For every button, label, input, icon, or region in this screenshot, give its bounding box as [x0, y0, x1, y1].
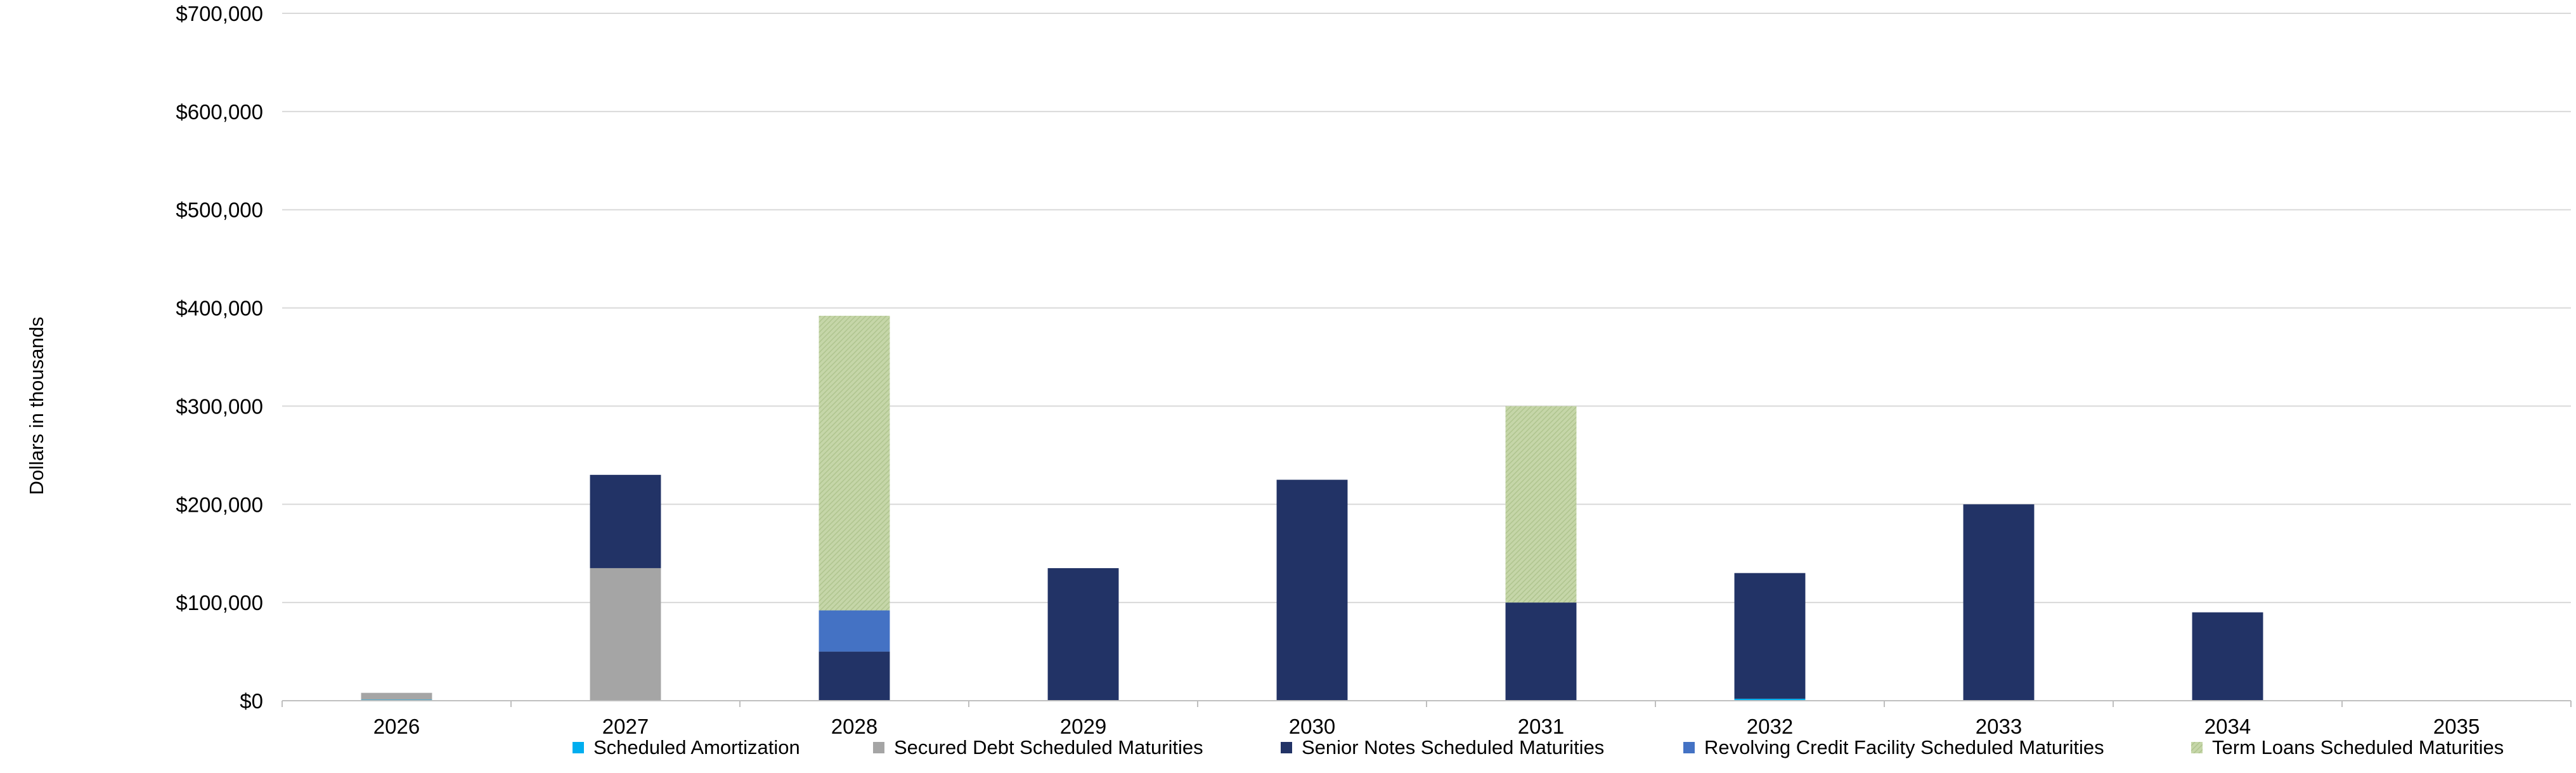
x-tick-label: 2031	[1518, 715, 1564, 738]
bar-segment	[1734, 698, 1806, 701]
y-tick-label: $700,000	[176, 2, 263, 25]
bar-segment	[1505, 602, 1577, 701]
x-tick-label: 2028	[831, 715, 877, 738]
x-axis-tick-labels: 2026 2027 2028 2029 2030 2031 2032 2033 2034 2035	[373, 715, 2480, 738]
y-tick-label: $400,000	[176, 297, 263, 320]
bar-segment	[819, 651, 890, 701]
legend-swatch	[1683, 742, 1695, 753]
y-axis-title: Dollars in thousands	[25, 317, 48, 495]
bar-segment	[819, 610, 890, 652]
bar-segment	[1963, 504, 2035, 701]
legend-label: Scheduled Amortization	[593, 736, 800, 758]
legend-label: Senior Notes Scheduled Maturities	[1302, 736, 1604, 758]
bar-segment	[590, 568, 661, 701]
y-axis-tick-labels: $0 $100,000 $200,000 $300,000 $400,000 $500,0…	[176, 2, 263, 713]
y-tick-label: $0	[240, 689, 263, 713]
x-tick-label: 2032	[1747, 715, 1793, 738]
x-tick-label: 2029	[1060, 715, 1106, 738]
x-tick-label: 2026	[373, 715, 420, 738]
legend-swatch	[873, 742, 884, 753]
x-tick-label: 2033	[1976, 715, 2022, 738]
x-tick-label: 2027	[602, 715, 649, 738]
legend-label: Revolving Credit Facility Scheduled Matu…	[1704, 736, 2104, 758]
bar-segment	[1047, 568, 1119, 701]
y-tick-label: $200,000	[176, 493, 263, 516]
legend-label: Secured Debt Scheduled Maturities	[894, 736, 1203, 758]
y-tick-label: $500,000	[176, 198, 263, 222]
bar-segment	[2192, 612, 2263, 701]
x-axis	[282, 700, 2572, 707]
bar-segment	[819, 315, 890, 611]
y-tick-label: $300,000	[176, 394, 263, 418]
legend-swatch	[2191, 742, 2203, 753]
gridlines	[282, 13, 2571, 604]
x-tick-label: 2035	[2433, 715, 2480, 738]
legend-label: Term Loans Scheduled Maturities	[2212, 736, 2504, 758]
y-tick-label: $100,000	[176, 591, 263, 614]
bar-segment	[361, 692, 432, 700]
bar-segment	[1505, 406, 1577, 603]
legend: Scheduled Amortization Secured Debt Sched…	[573, 736, 2504, 758]
y-tick-label: $600,000	[176, 100, 263, 124]
bar-segment	[590, 474, 661, 568]
x-tick-label: 2034	[2204, 715, 2251, 738]
bar-segment	[1276, 479, 1348, 701]
bars	[361, 315, 2263, 701]
legend-swatch	[573, 742, 584, 753]
bar-segment	[1734, 573, 1806, 699]
legend-swatch	[1281, 742, 1292, 753]
x-tick-label: 2030	[1289, 715, 1335, 738]
